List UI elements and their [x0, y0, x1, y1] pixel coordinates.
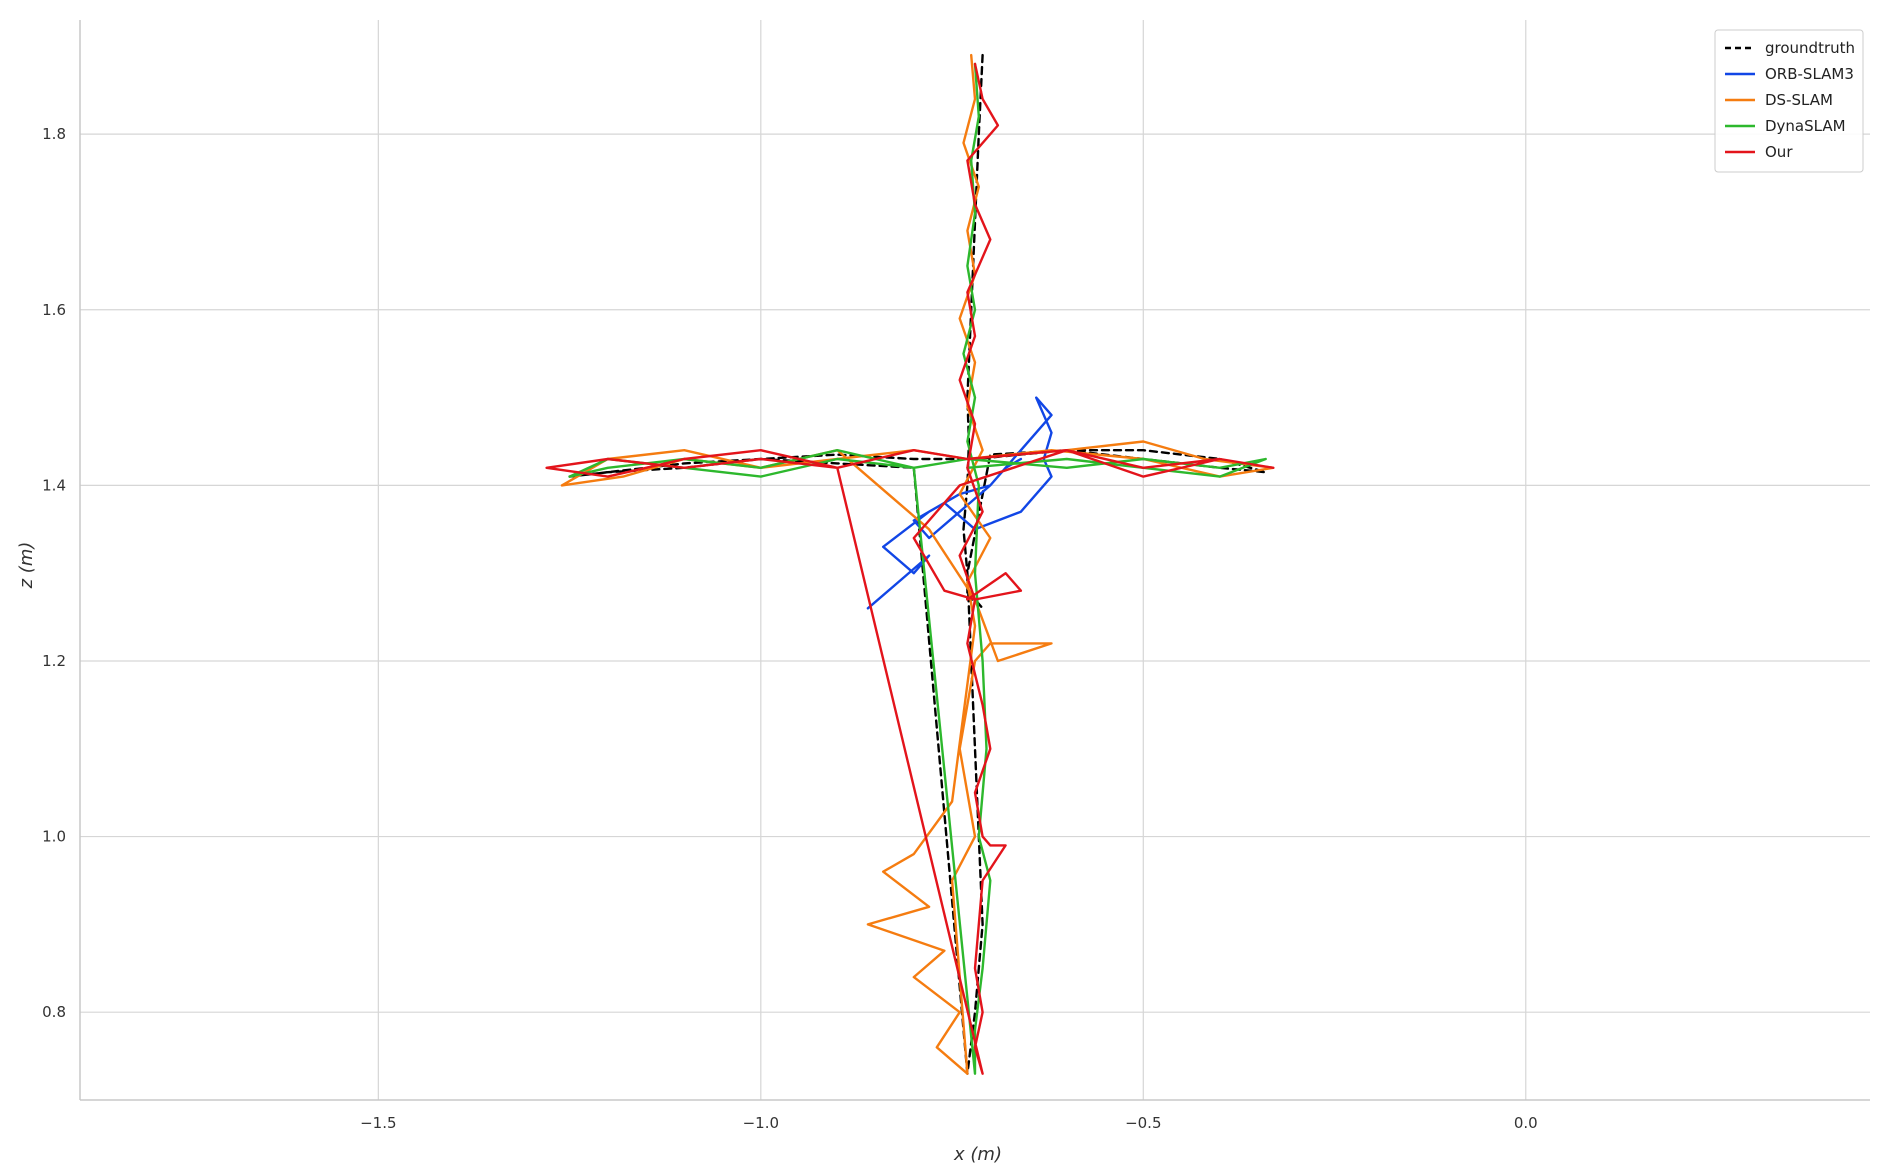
x-axis-label: x (m)	[953, 1144, 1002, 1165]
y-tick-label: 1.6	[42, 301, 66, 319]
y-tick-label: 1.4	[42, 476, 66, 494]
y-tick-label: 1.0	[42, 828, 66, 846]
y-tick-label: 1.2	[42, 652, 66, 670]
y-tick-label: 0.8	[42, 1003, 66, 1021]
x-tick-label: 0.0	[1514, 1114, 1538, 1132]
y-axis-label: z (m)	[16, 542, 37, 590]
axes	[79, 20, 1870, 1101]
legend-label: ORB-SLAM3	[1765, 65, 1854, 83]
legend: groundtruth ORB-SLAM3 DS-SLAM DynaSLAM Our	[1714, 29, 1864, 173]
legend-label: DynaSLAM	[1765, 117, 1846, 135]
x-tick-label: −1.5	[360, 1114, 396, 1132]
x-tick-label: −0.5	[1125, 1114, 1161, 1132]
x-tick-label: −1.0	[743, 1114, 779, 1132]
y-tick-label: 1.8	[42, 125, 66, 143]
series-line-our	[545, 62, 1275, 1075]
series-line-groundtruth	[568, 53, 1267, 1075]
tick-labels: −1.5 −1.0 −0.5 0.0 0.8 1.0 1.2 1.4 1.6 1.8	[42, 125, 1538, 1132]
legend-label: Our	[1765, 143, 1793, 161]
legend-label: groundtruth	[1765, 39, 1855, 57]
series-lines	[545, 53, 1275, 1075]
legend-box	[1714, 29, 1864, 173]
series-line-orb-slam3	[866, 396, 1053, 610]
legend-label: DS-SLAM	[1765, 91, 1833, 109]
